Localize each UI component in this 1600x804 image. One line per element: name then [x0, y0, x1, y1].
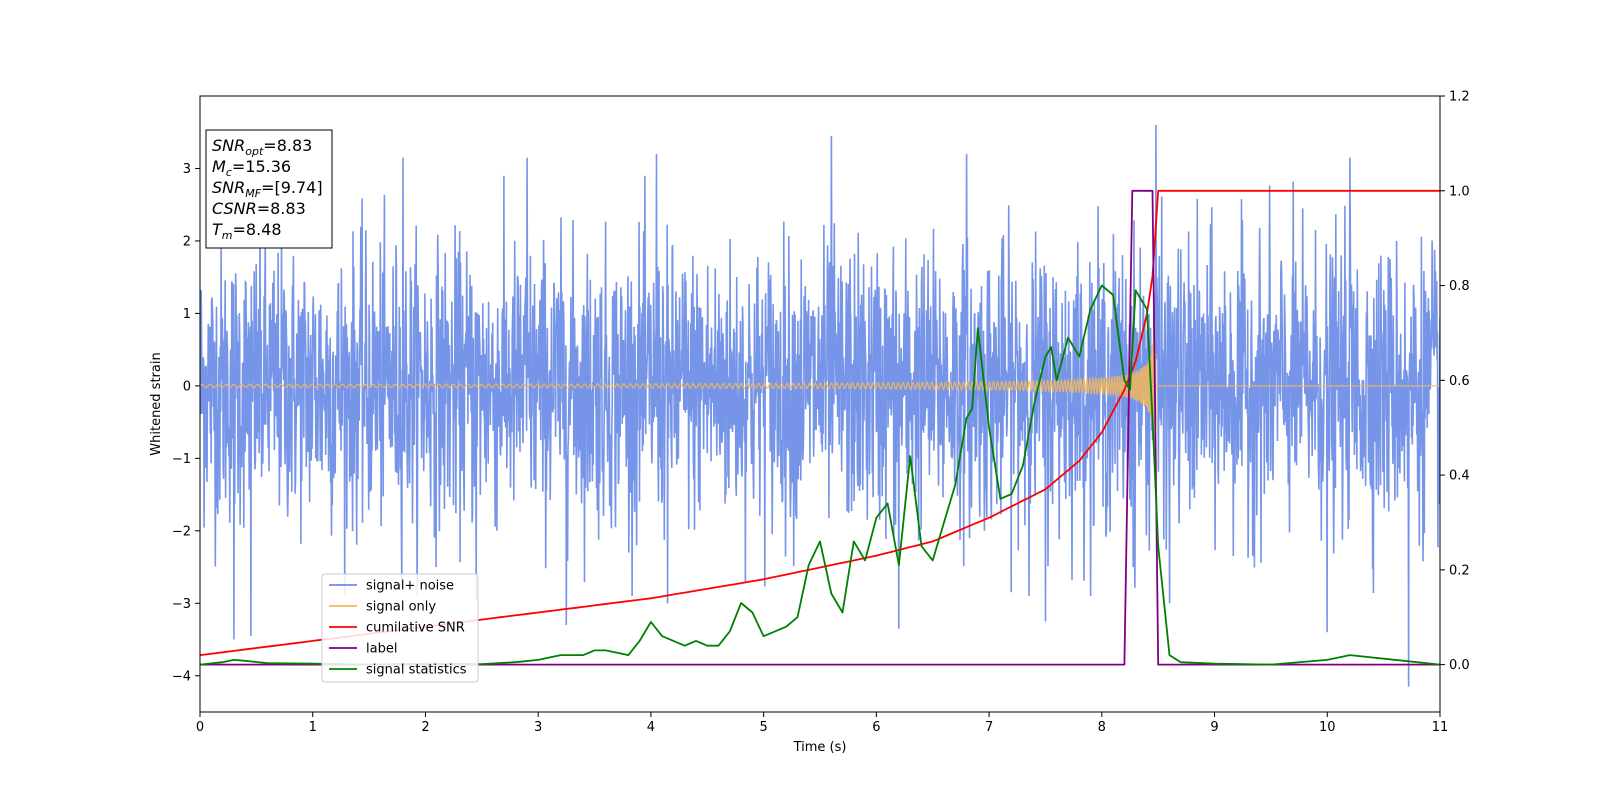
legend-label: cumilative SNR [366, 621, 465, 636]
x-axis-label: Time (s) [793, 740, 847, 755]
axes-layer: 0 1 2 3 4 5 6 7 8 9 10 11 −4 −3 −2 −1 0 1 2 3 0.0 0.2 0.4 0.6 0.… [172, 90, 1470, 736]
plot-frame [199, 95, 1441, 713]
x-tick-label: 10 [1319, 720, 1336, 735]
annotation-symbol: SNR [212, 136, 245, 155]
annotation-subscript: MF [245, 187, 261, 200]
annotation-line: SNRMF=[9.74] [212, 178, 323, 200]
y-left-tick-label: −3 [172, 597, 191, 612]
x-tick-label: 3 [534, 720, 542, 735]
legend-label: signal statistics [366, 663, 467, 678]
y-left-tick-label: 1 [183, 307, 191, 322]
annotation-line: Mc=15.36 [212, 157, 291, 179]
annotation-value: =8.83 [257, 199, 306, 218]
annotation-value: =8.83 [263, 136, 312, 155]
x-tick-label: 8 [1098, 720, 1106, 735]
x-tick-label: 2 [421, 720, 429, 735]
x-tick-label: 1 [309, 720, 317, 735]
series-line-signal-only [200, 322, 1440, 440]
annotation-symbol: M [212, 157, 226, 176]
annotation-value: =[9.74] [261, 178, 323, 197]
y-right-tick-label: 0.8 [1449, 279, 1470, 294]
annotation-subscript: m [222, 229, 233, 242]
legend-frame [321, 573, 479, 683]
legend-label: signal+ noise [366, 579, 454, 594]
annotation-symbol: SNR [212, 178, 245, 197]
series-layer [200, 124, 1440, 687]
annotation-value: =15.36 [232, 157, 291, 176]
annotation-symbol: CSNR [212, 199, 257, 218]
annotation-line: CSNR=8.83 [212, 199, 306, 218]
annotation-subscript: opt [245, 145, 264, 158]
y-left-tick-label: 2 [183, 234, 191, 249]
y-right-tick-label: 0.6 [1449, 374, 1470, 389]
series-line-noise [200, 124, 1440, 687]
annotation-line: Tm=8.48 [212, 220, 282, 242]
annotation-value: =8.48 [233, 220, 282, 239]
series-line-label [200, 189, 1440, 666]
legend: signal+ noise signal only cumilative SNR la… [321, 573, 479, 683]
y-right-tick-label: 0.2 [1449, 563, 1470, 578]
annotation-frame [205, 129, 333, 249]
annotation-box: SNRopt=8.83Mc=15.36SNRMF=[9.74]CSNR=8.83… [205, 129, 333, 249]
x-tick-label: 0 [196, 720, 204, 735]
annotation-symbol: T [212, 220, 223, 239]
annotation-subscript: c [226, 166, 232, 179]
x-tick-label: 9 [1210, 720, 1218, 735]
x-tick-label: 4 [647, 720, 655, 735]
x-tick-label: 5 [759, 720, 767, 735]
y-left-tick-label: −1 [172, 452, 191, 467]
legend-label: signal only [366, 600, 436, 615]
y-right-tick-label: 1.2 [1449, 90, 1470, 105]
x-tick-label: 6 [872, 720, 880, 735]
series-line-signal-statistics [200, 284, 1440, 666]
y-right-tick-label: 0.4 [1449, 469, 1470, 484]
legend-label: label [366, 642, 397, 657]
y-left-tick-label: 0 [183, 379, 191, 394]
series-line-cumulative-snr [200, 189, 1440, 656]
x-tick-label: 11 [1432, 720, 1449, 735]
y-axis-label: Whitened strain [149, 352, 164, 455]
x-tick-label: 7 [985, 720, 993, 735]
y-right-tick-label: 1.0 [1449, 184, 1470, 199]
y-left-tick-label: −2 [172, 524, 191, 539]
y-left-tick-label: 3 [183, 162, 191, 177]
y-right-tick-label: 0.0 [1449, 658, 1470, 673]
y-left-tick-label: −4 [172, 669, 191, 684]
annotation-line: SNRopt=8.83 [212, 136, 312, 158]
